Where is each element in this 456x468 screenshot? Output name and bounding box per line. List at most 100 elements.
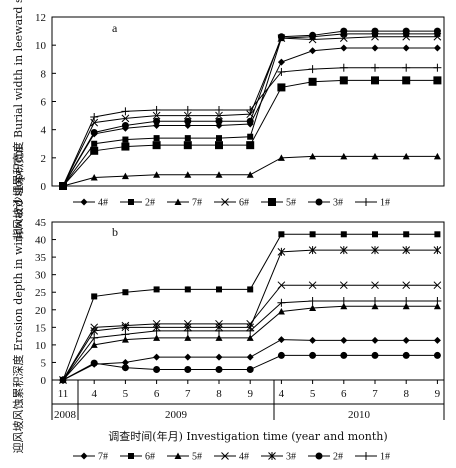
b-ytick-label-4: 20 — [35, 305, 47, 317]
a-point-4-8 — [308, 77, 317, 86]
b-point-3-7 — [277, 281, 286, 290]
b-point-1-8 — [309, 231, 316, 238]
panel-b-legend: 7# 6# 5# 4# 3# 2# 1# — [73, 452, 390, 463]
a-point-0-8 — [309, 47, 317, 55]
a-point-4-9 — [339, 76, 348, 85]
a-legend-marker-0 — [80, 198, 88, 206]
a-legend-label-5: 3# — [333, 198, 343, 209]
b-point-6-2 — [121, 330, 130, 339]
b-point-4-7 — [277, 247, 286, 256]
a-point-5-1 — [90, 128, 98, 136]
x-month-label-7: 4 — [279, 388, 285, 400]
b-point-5-4 — [184, 365, 192, 373]
a-point-2-3 — [153, 171, 161, 178]
a-point-6-0 — [59, 182, 67, 190]
b-legend-marker-1 — [128, 453, 134, 459]
b-point-0-6 — [246, 353, 254, 361]
b-point-1-11 — [403, 231, 410, 238]
a-legend-marker-5 — [315, 198, 323, 206]
x-month-label-12: 9 — [435, 388, 441, 400]
b-point-0-10 — [371, 336, 379, 344]
x-year-label-2: 2010 — [348, 409, 371, 421]
b-point-5-10 — [371, 351, 379, 359]
a-point-0-11 — [402, 44, 410, 52]
a-legend-marker-2 — [174, 198, 182, 205]
a-ytick-label-6: 12 — [35, 12, 46, 24]
b-point-4-8 — [308, 246, 317, 255]
a-legend-label-1: 2# — [145, 198, 155, 209]
x-month-label-9: 6 — [341, 388, 347, 400]
a-point-5-6 — [246, 117, 254, 125]
a-legend-marker-1 — [128, 199, 134, 205]
a-point-6-2 — [121, 107, 130, 116]
b-point-1-9 — [340, 231, 347, 238]
panel-a-frame — [51, 16, 445, 187]
a-ytick-label-5: 10 — [35, 40, 47, 52]
a-point-0-9 — [340, 44, 348, 52]
a-point-3-5 — [215, 111, 223, 120]
b-point-3-11 — [402, 281, 411, 290]
b-point-2-8 — [309, 304, 317, 312]
a-point-4-1 — [90, 146, 99, 155]
x-month-label-8: 5 — [310, 388, 316, 400]
a-point-4-6 — [246, 141, 255, 150]
a-point-4-7 — [277, 83, 286, 92]
b-point-4-11 — [402, 246, 411, 255]
a-point-2-6 — [246, 171, 254, 178]
a-point-3-10 — [371, 32, 379, 41]
b-ytick-label-6: 30 — [35, 270, 47, 282]
a-point-4-3 — [152, 141, 161, 150]
b-point-5-6 — [246, 365, 254, 373]
a-point-3-6 — [246, 110, 255, 119]
panel-b-letter: b — [112, 225, 118, 239]
a-point-5-4 — [184, 117, 192, 125]
b-legend-label-1: 6# — [145, 452, 155, 463]
a-point-6-3 — [152, 105, 161, 114]
b-point-6-10 — [371, 297, 379, 305]
b-legend-label-0: 7# — [98, 452, 108, 463]
b-point-1-3 — [153, 286, 160, 293]
b-legend-label-2: 5# — [192, 452, 202, 463]
a-point-6-11 — [402, 63, 411, 72]
b-point-1-6 — [247, 286, 254, 293]
a-point-6-10 — [371, 63, 379, 72]
a-series-line-4 — [62, 79, 438, 187]
b-point-6-1 — [90, 333, 99, 342]
a-point-6-12 — [433, 63, 442, 72]
a-point-0-7 — [277, 58, 285, 66]
b-point-5-1 — [90, 359, 98, 367]
b-point-2-11 — [402, 302, 410, 310]
a-point-3-3 — [152, 111, 161, 120]
b-legend-label-4: 3# — [286, 452, 296, 463]
a-point-6-9 — [339, 63, 348, 72]
a-point-4-12 — [433, 76, 442, 85]
a-point-0-10 — [371, 44, 379, 52]
x-month-label-5: 8 — [216, 388, 222, 400]
b-ytick-label-7: 35 — [35, 252, 47, 264]
a-legend-label-4: 5# — [286, 198, 296, 209]
b-ytick-label-0: 0 — [41, 375, 47, 387]
b-point-5-3 — [153, 365, 161, 373]
b-point-1-10 — [372, 231, 378, 238]
b-point-5-7 — [277, 351, 285, 359]
b-point-2-1 — [90, 341, 98, 348]
b-point-2-2 — [121, 336, 129, 343]
a-point-0-12 — [433, 44, 441, 52]
b-point-0-2 — [121, 358, 129, 366]
a-point-5-12 — [433, 27, 441, 35]
panel-a-legend: 4# 2# 7# 6# 5# 3# 1# — [73, 198, 390, 209]
a-point-6-5 — [215, 105, 223, 114]
b-point-1-2 — [122, 289, 129, 296]
shared-x-axis: 11 4 5 6 7 8 9 4 5 6 7 8 9 2008 2009 2010 — [51, 380, 445, 421]
a-point-6-4 — [183, 105, 192, 114]
b-point-4-2 — [121, 323, 130, 332]
a-point-1-1 — [91, 140, 98, 147]
a-legend-marker-3 — [221, 198, 229, 206]
b-point-0-12 — [433, 336, 441, 344]
b-point-6-12 — [433, 297, 442, 305]
b-ytick-label-8: 40 — [35, 235, 47, 247]
b-point-0-11 — [402, 336, 410, 344]
panel-a-letter: a — [112, 21, 118, 35]
a-point-1-2 — [122, 136, 129, 143]
